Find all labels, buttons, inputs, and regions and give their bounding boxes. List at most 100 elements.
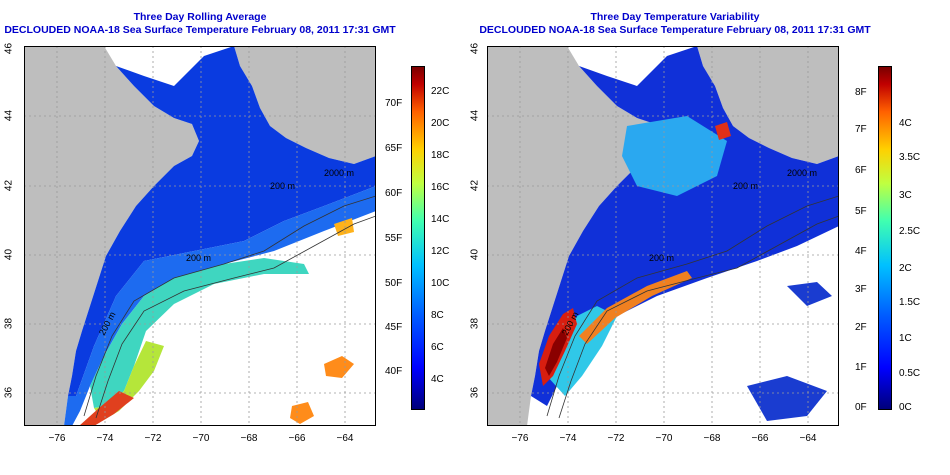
lon-tick: −72 — [144, 433, 162, 444]
colorbar-label-c: 1C — [899, 333, 912, 344]
lat-tick: 44 — [469, 109, 481, 122]
colorbar-label-f: 60F — [385, 188, 403, 199]
contour-label-200m: 200 m — [649, 253, 674, 263]
lon-tick: −74 — [96, 433, 114, 444]
lat-tick: 36 — [469, 386, 481, 399]
colorbar-label-c: 20C — [431, 118, 450, 129]
land-nova-scotia — [234, 46, 376, 164]
bathymetry-contours — [546, 195, 839, 419]
lon-tick: −64 — [799, 433, 817, 444]
colorbar-label-c: 4C — [431, 374, 444, 385]
lat-tick: 36 — [3, 386, 15, 399]
sst-gulf-stream-warm — [79, 391, 134, 426]
map-frame — [487, 46, 839, 426]
lon-tick: −70 — [655, 433, 673, 444]
colorbar-label-f: 2F — [855, 322, 867, 333]
sst-warm-eddy-2 — [290, 402, 314, 424]
sst-warm-band — [90, 258, 309, 408]
colorbar-label-c: 22C — [431, 86, 450, 97]
colorbar-label-c: 1.5C — [899, 297, 921, 308]
var-north-red-spot — [715, 122, 731, 140]
panel-subtitle: DECLOUDED NOAA-18 Sea Surface Temperatur… — [479, 24, 871, 36]
lon-tick: −74 — [559, 433, 577, 444]
colorbar-variability — [878, 66, 892, 410]
bathymetry-contours — [83, 195, 376, 419]
colorbar-label-c: 0C — [899, 402, 912, 413]
lon-tick: −76 — [48, 433, 66, 444]
var-high-dark-red — [545, 328, 567, 376]
var-mid-cyan — [622, 116, 727, 196]
colorbar-label-c: 10C — [431, 278, 450, 289]
contour-label-2000m: 2000 m — [324, 168, 354, 178]
sst-warm-eddy-1 — [324, 356, 354, 378]
lat-tick: 40 — [3, 248, 15, 261]
colorbar-label-c: 2.5C — [899, 226, 921, 237]
lon-tick: −66 — [288, 433, 306, 444]
lon-tick: −64 — [336, 433, 354, 444]
graticule — [487, 46, 839, 426]
panel-title: Three Day Rolling Average — [133, 11, 267, 23]
sst-average-map[interactable]: 200 m 2000 m 200 m 200 m — [24, 46, 376, 426]
lon-tick: −72 — [607, 433, 625, 444]
var-offshore-patch — [747, 376, 827, 421]
colorbar-label-f: 50F — [385, 278, 403, 289]
var-offshore-patch — [787, 282, 832, 306]
panel-title: Three Day Temperature Variability — [590, 11, 760, 23]
lat-tick: 44 — [3, 109, 15, 122]
colorbar-temperature — [411, 66, 425, 410]
colorbar-label-c: 18C — [431, 150, 450, 161]
land-nova-scotia — [697, 46, 839, 164]
map-canvas: 200 m 2000 m 200 m 200 m — [487, 46, 839, 426]
colorbar-label-c: 14C — [431, 214, 450, 225]
sst-shelf-cold — [68, 46, 376, 396]
contour-label-2000m: 2000 m — [787, 168, 817, 178]
contour-label-200m-north: 200 m — [733, 181, 758, 191]
colorbar-label-f: 6F — [855, 165, 867, 176]
graticule — [24, 46, 376, 426]
colorbar-label-c: 2C — [899, 263, 912, 274]
lon-tick: −66 — [751, 433, 769, 444]
lon-tick: −76 — [511, 433, 529, 444]
lat-tick: 42 — [469, 179, 481, 192]
colorbar-label-f: 1F — [855, 362, 867, 373]
sst-warm-eddy-3 — [334, 218, 354, 236]
sst-slope-mid — [64, 186, 376, 426]
lat-tick: 38 — [469, 317, 481, 330]
lon-tick: −70 — [192, 433, 210, 444]
colorbar-label-f: 3F — [855, 284, 867, 295]
sst-gulf-stream-edge — [94, 341, 164, 421]
lat-tick: 40 — [469, 248, 481, 261]
contour-label-200m-north: 200 m — [270, 181, 295, 191]
panel-subtitle: DECLOUDED NOAA-18 Sea Surface Temperatur… — [4, 24, 396, 36]
colorbar-label-f: 7F — [855, 124, 867, 135]
panel-rolling-average: Three Day Rolling Average DECLOUDED NOAA… — [3, 11, 450, 444]
map-frame — [24, 46, 376, 426]
lat-tick: 38 — [3, 317, 15, 330]
colorbar-label-c: 12C — [431, 246, 450, 257]
land-us-coast — [24, 46, 199, 426]
lon-tick: −68 — [240, 433, 258, 444]
colorbar-label-f: 0F — [855, 402, 867, 413]
lat-tick: 46 — [3, 42, 15, 55]
colorbar-label-f: 40F — [385, 366, 403, 377]
colorbar-label-c: 16C — [431, 182, 450, 193]
colorbar-label-c: 0.5C — [899, 368, 921, 379]
colorbar-label-f: 5F — [855, 206, 867, 217]
colorbar-label-f: 55F — [385, 233, 403, 244]
lat-tick: 42 — [3, 179, 15, 192]
colorbar-label-c: 3.5C — [899, 152, 921, 163]
sst-variability-map[interactable]: 200 m 2000 m 200 m 200 m — [487, 46, 839, 426]
colorbar-label-c: 6C — [431, 342, 444, 353]
lon-tick: −68 — [703, 433, 721, 444]
colorbar-label-c: 4C — [899, 118, 912, 129]
colorbar-label-f: 8F — [855, 87, 867, 98]
contour-label-200m: 200 m — [186, 253, 211, 263]
colorbar-label-f: 45F — [385, 322, 403, 333]
colorbar-label-f: 70F — [385, 98, 403, 109]
panel-temperature-variability: Three Day Temperature Variability DECLOU… — [470, 0, 950, 475]
lat-tick: 46 — [469, 42, 481, 55]
colorbar-label-c: 8C — [431, 310, 444, 321]
colorbar-label-f: 4F — [855, 246, 867, 257]
colorbar-label-c: 3C — [899, 190, 912, 201]
map-canvas: 200 m 2000 m 200 m 200 m — [24, 46, 376, 426]
